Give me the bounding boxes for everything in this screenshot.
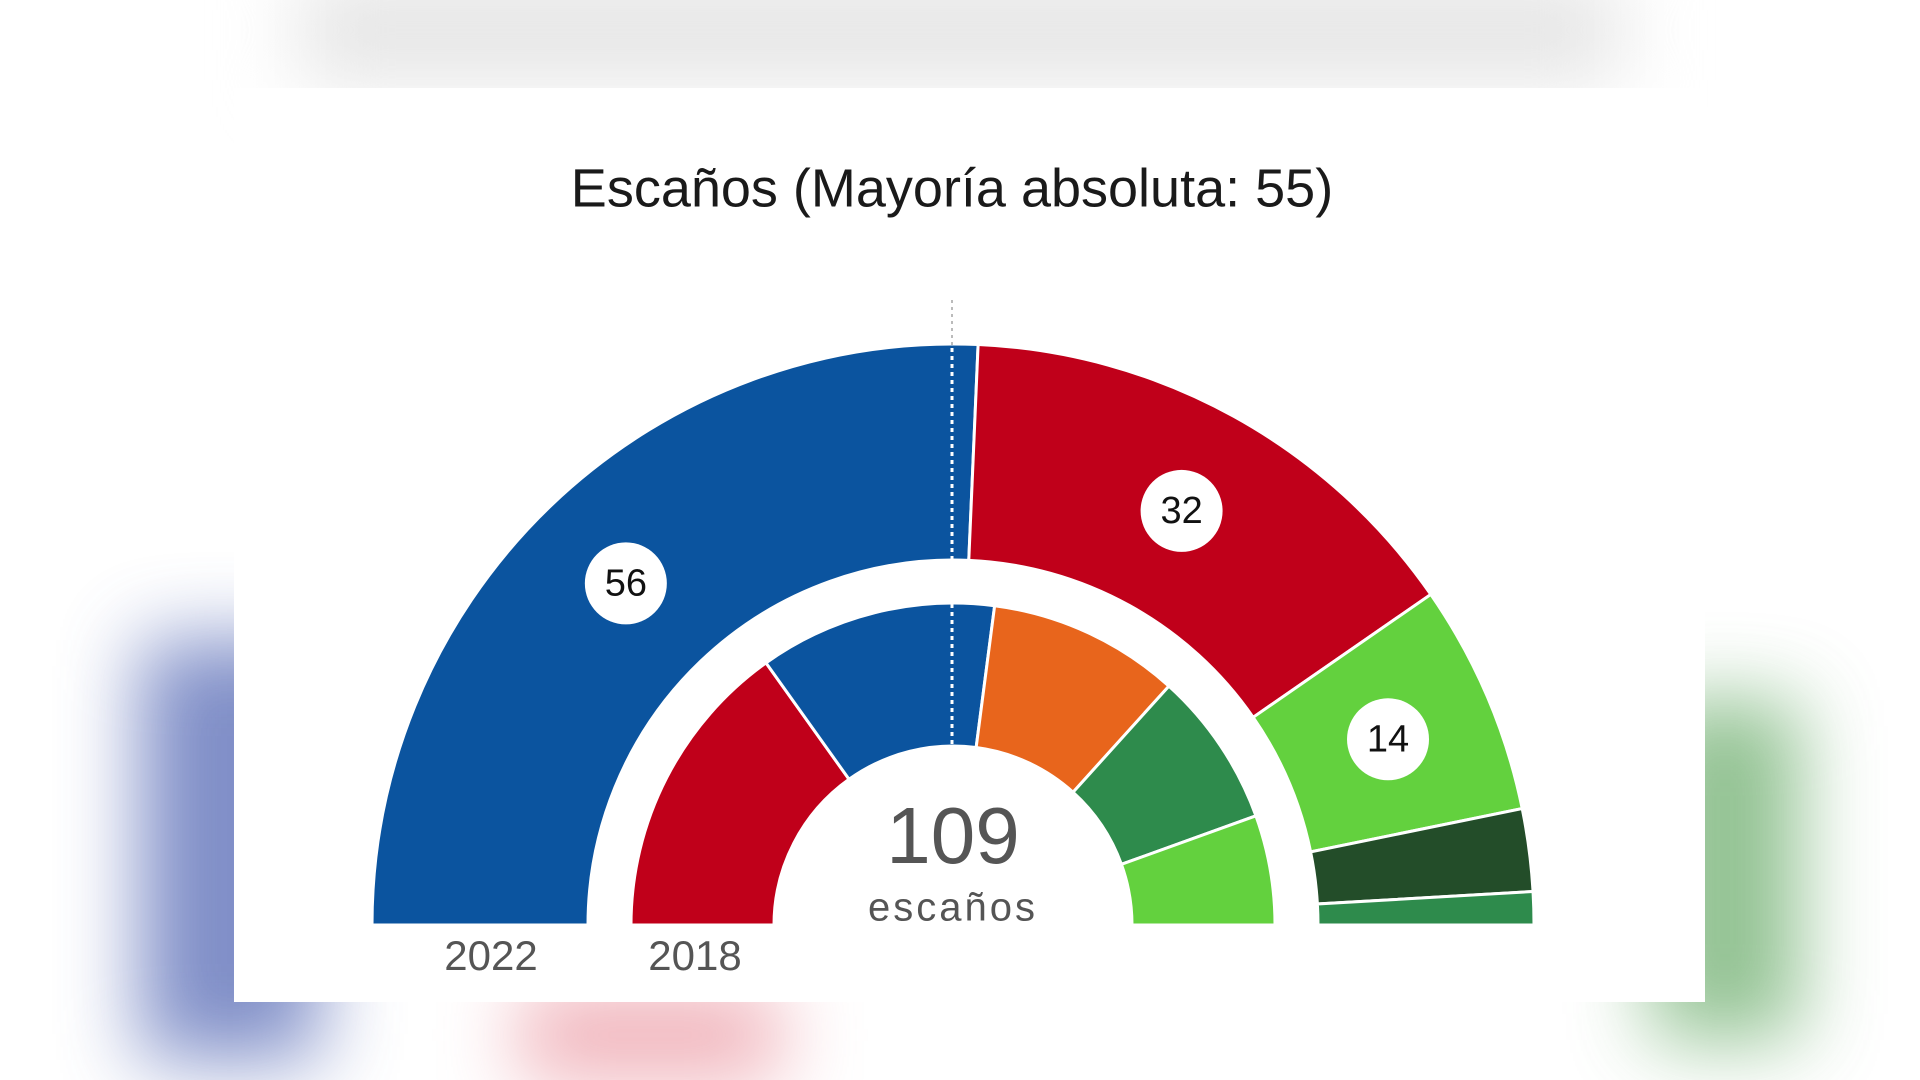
value-badge <box>1347 698 1430 781</box>
value-label: 32 <box>1160 490 1202 532</box>
backdrop-red <box>520 990 780 1080</box>
value-label: 14 <box>1367 718 1409 760</box>
seat-segment <box>1315 889 1536 927</box>
seat-segment <box>1119 813 1277 927</box>
ring-label: 2018 <box>648 932 741 979</box>
backdrop-top <box>300 0 1620 80</box>
total-label: escaños <box>868 886 1038 930</box>
value-label: 56 <box>605 562 647 604</box>
value-badge <box>1140 469 1223 552</box>
seat-segment <box>629 660 852 927</box>
total-seats: 109 <box>886 791 1019 880</box>
value-badge <box>584 542 667 625</box>
seat-segment <box>370 342 980 927</box>
ring-label: 2022 <box>444 932 537 979</box>
chart-title: Escaños (Mayoría absoluta: 55) <box>571 158 1333 218</box>
